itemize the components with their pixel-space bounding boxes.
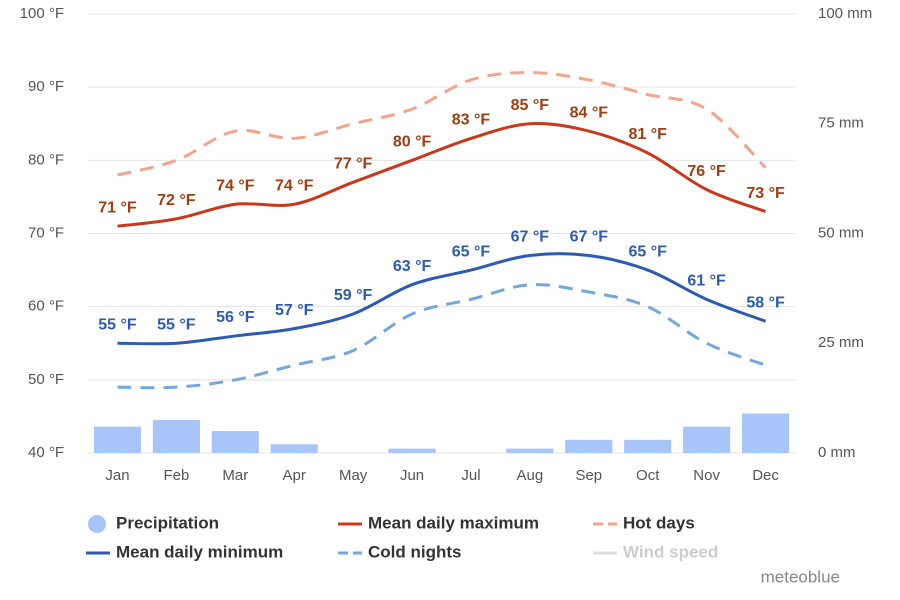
data-label: 65 °F (452, 243, 491, 260)
data-label: 61 °F (687, 273, 726, 290)
y-tick-label: 50 °F (28, 371, 64, 388)
y2-tick-label: 0 mm (818, 444, 856, 461)
bar (211, 431, 259, 453)
bar (565, 439, 613, 453)
x-tick-label: Sep (575, 467, 602, 484)
legend-label: Hot days (623, 513, 695, 532)
data-label: 76 °F (687, 163, 726, 180)
x-tick-label: Aug (517, 467, 544, 484)
y2-tick-label: 50 mm (818, 224, 864, 241)
y-tick-label: 100 °F (20, 5, 64, 22)
x-tick-label: May (339, 467, 368, 484)
data-label: 74 °F (275, 177, 314, 194)
x-tick-label: Feb (163, 467, 189, 484)
legend-label: Wind speed (623, 542, 718, 561)
x-tick-label: Jul (461, 467, 480, 484)
line (117, 252, 767, 346)
data-label: 58 °F (746, 295, 785, 312)
legend-label: Mean daily minimum (116, 542, 283, 561)
bar (506, 448, 554, 453)
y2-tick-label: 100 mm (818, 5, 872, 22)
data-label: 74 °F (216, 177, 255, 194)
x-tick-label: Dec (752, 467, 779, 484)
legend-label: Cold nights (368, 542, 461, 561)
y-tick-label: 70 °F (28, 224, 64, 241)
data-label: 84 °F (570, 104, 609, 121)
source: meteoblue (761, 567, 840, 586)
x-tick-label: Nov (693, 467, 720, 484)
y-tick-label: 60 °F (28, 298, 64, 315)
data-label: 57 °F (275, 302, 314, 319)
data-label: 72 °F (157, 192, 196, 209)
x-tick-label: Jan (105, 467, 129, 484)
bar (683, 426, 731, 453)
data-label: 83 °F (452, 112, 491, 129)
x-tick-label: Jun (400, 467, 424, 484)
bar (93, 426, 142, 453)
data-label: 55 °F (98, 316, 137, 333)
data-label: 73 °F (746, 185, 785, 202)
y-tick-label: 80 °F (28, 151, 64, 168)
data-label: 65 °F (628, 243, 667, 260)
x-tick-label: Oct (636, 467, 660, 484)
line (117, 71, 767, 177)
x-tick-label: Apr (283, 467, 306, 484)
bar (741, 413, 790, 453)
bar (152, 420, 200, 453)
data-label: 71 °F (98, 199, 137, 216)
bar (624, 439, 672, 453)
data-label: 80 °F (393, 134, 432, 151)
bar (270, 444, 318, 453)
y2-tick-label: 75 mm (818, 115, 864, 132)
line (117, 283, 767, 390)
line (117, 122, 767, 228)
bar (388, 448, 436, 453)
data-label: 67 °F (511, 229, 550, 246)
data-label: 81 °F (628, 126, 667, 143)
data-label: 77 °F (334, 156, 373, 173)
data-label: 63 °F (393, 258, 432, 275)
data-label: 55 °F (157, 316, 196, 333)
y-tick-label: 40 °F (28, 444, 64, 461)
y-tick-label: 90 °F (28, 78, 64, 95)
legend-label: Mean daily maximum (368, 513, 539, 532)
legend-label: Precipitation (116, 513, 219, 532)
legend-marker (88, 515, 106, 533)
data-label: 59 °F (334, 287, 373, 304)
data-label: 67 °F (570, 229, 609, 246)
data-label: 56 °F (216, 309, 255, 326)
data-label: 85 °F (511, 97, 550, 114)
y2-tick-label: 25 mm (818, 334, 864, 351)
x-tick-label: Mar (222, 467, 248, 484)
